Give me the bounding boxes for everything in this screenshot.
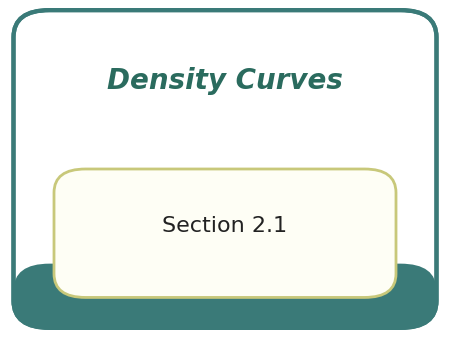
Text: Density Curves: Density Curves: [107, 67, 343, 95]
FancyBboxPatch shape: [54, 169, 396, 297]
FancyBboxPatch shape: [16, 12, 434, 326]
Text: Section 2.1: Section 2.1: [162, 216, 288, 237]
FancyBboxPatch shape: [14, 264, 436, 328]
FancyBboxPatch shape: [14, 264, 436, 328]
FancyBboxPatch shape: [14, 243, 436, 294]
